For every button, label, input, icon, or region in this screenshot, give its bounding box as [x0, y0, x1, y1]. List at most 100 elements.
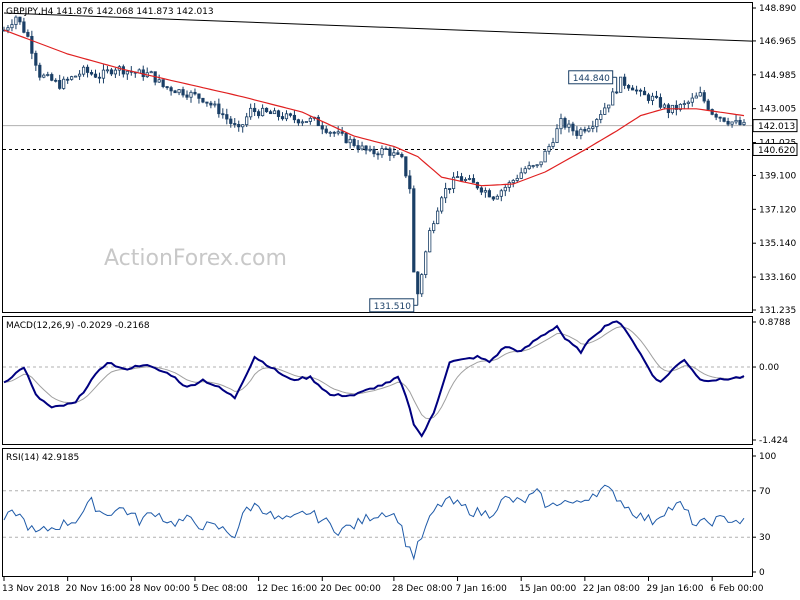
- x-tick-label: 20 Nov 16:00: [66, 584, 127, 594]
- price-candle-body: [14, 16, 18, 25]
- price-candle-body: [109, 69, 114, 75]
- macd-y-tick-label: 0.8788: [759, 318, 791, 328]
- price-candle-body: [702, 92, 706, 102]
- price-candle-body: [189, 91, 193, 98]
- price-candle-body: [591, 126, 595, 129]
- price-candle-body: [631, 87, 635, 91]
- price-candle-body: [547, 146, 551, 152]
- price-candle-body: [543, 150, 547, 163]
- x-tick-label: 28 Dec 08:00: [392, 584, 453, 594]
- price-candle-body: [113, 69, 117, 75]
- moving-average-line: [3, 29, 745, 187]
- price-y-tick-label: 137.120: [759, 205, 796, 215]
- price-candle-body: [690, 97, 694, 103]
- price-candle-body: [658, 97, 663, 108]
- price-candle-body: [595, 119, 599, 128]
- price-candle-body: [722, 117, 726, 122]
- price-candle-body: [213, 103, 217, 106]
- price-candle-body: [567, 123, 571, 128]
- price-candle-body: [400, 153, 404, 158]
- price-candle-body: [237, 124, 241, 128]
- price-candle-body: [734, 119, 738, 123]
- price-candle-body: [634, 89, 639, 92]
- price-candle-body: [507, 182, 511, 188]
- price-candle-body: [185, 94, 189, 98]
- price-reference-lines: [3, 125, 752, 150]
- price-candle-body: [149, 71, 153, 74]
- price-candle-body: [491, 196, 495, 200]
- price-candle-body: [607, 104, 611, 109]
- price-trendline: [3, 12, 753, 42]
- time-axis: 13 Nov 2018 20 Nov 16:00 28 Nov 00:00 5 Dec…: [2, 577, 764, 594]
- price-candle-body: [380, 148, 384, 156]
- price-candle-body: [559, 118, 563, 130]
- price-y-tick-label: 131.235: [759, 306, 796, 316]
- price-candle-body: [575, 130, 579, 136]
- x-tick-label: 15 Jan 00:00: [519, 584, 576, 594]
- price-candle-body: [356, 145, 360, 150]
- price-candle-body: [42, 74, 46, 78]
- price-candles: [2, 15, 746, 306]
- price-candle-body: [638, 89, 643, 92]
- rsi-panel-header: RSI(14) 42.9185: [6, 453, 79, 463]
- price-candle-body: [217, 103, 221, 115]
- price-candle-body: [276, 110, 281, 117]
- rsi-y-tick-label: 100: [759, 452, 776, 462]
- x-tick-label: 7 Jan 16:00: [456, 584, 508, 594]
- price-candle-body: [221, 113, 225, 116]
- price-candle-body: [392, 152, 396, 156]
- price-y-tick-label: 135.140: [759, 239, 796, 249]
- x-tick-label: 12 Dec 16:00: [257, 584, 318, 594]
- price-candle-body: [268, 111, 273, 115]
- price-candle-body: [455, 176, 460, 178]
- price-candle-body: [642, 90, 647, 96]
- price-candle-body: [416, 271, 420, 295]
- price-candle-body: [654, 95, 659, 98]
- price-candle-body: [479, 187, 484, 193]
- support-label: 140.620: [758, 146, 795, 156]
- price-candle-body: [38, 64, 42, 78]
- price-candle-body: [726, 120, 730, 125]
- price-candle-body: [360, 145, 364, 150]
- price-candle-body: [46, 74, 50, 76]
- price-candle-body: [197, 93, 201, 99]
- price-candle-body: [245, 116, 249, 126]
- price-candle-body: [571, 123, 575, 132]
- price-candle-body: [698, 92, 702, 97]
- x-tick-label: 13 Nov 2018: [2, 584, 60, 594]
- price-candle-body: [519, 172, 523, 179]
- price-candle-body: [408, 175, 412, 190]
- price-candle-body: [70, 76, 74, 80]
- price-candle-body: [396, 152, 400, 155]
- price-candle-body: [30, 35, 34, 54]
- price-candle-body: [459, 176, 464, 181]
- price-candle-body: [81, 66, 86, 75]
- price-candle-body: [710, 109, 714, 115]
- price-candle-body: [261, 107, 265, 117]
- price-candle-body: [233, 123, 237, 125]
- price-candle-body: [384, 148, 388, 150]
- price-candle-body: [320, 125, 324, 130]
- x-tick-label: 6 Feb 00:00: [710, 584, 764, 594]
- current-price-label: 142.013: [758, 122, 795, 132]
- price-candle-body: [344, 132, 348, 144]
- price-candle-body: [284, 113, 289, 120]
- price-candle-body: [97, 76, 102, 79]
- price-candle-body: [225, 114, 229, 120]
- price-moving-average: [3, 29, 745, 187]
- price-candle-body: [328, 131, 332, 134]
- price-candle-body: [412, 188, 416, 273]
- price-candle-body: [428, 230, 432, 253]
- price-candle-body: [288, 113, 293, 116]
- price-candle-body: [253, 107, 257, 113]
- price-candle-body: [324, 128, 328, 133]
- price-y-tick-label: 139.100: [759, 171, 796, 181]
- price-candle-body: [432, 223, 436, 231]
- price-candle-body: [85, 66, 90, 73]
- macd-panel-frame: [2, 316, 753, 445]
- price-candle-body: [451, 176, 456, 189]
- price-candle-body: [611, 91, 615, 106]
- price-y-tick-label: 146.965: [759, 37, 796, 47]
- price-y-tick-label: 144.985: [759, 71, 796, 81]
